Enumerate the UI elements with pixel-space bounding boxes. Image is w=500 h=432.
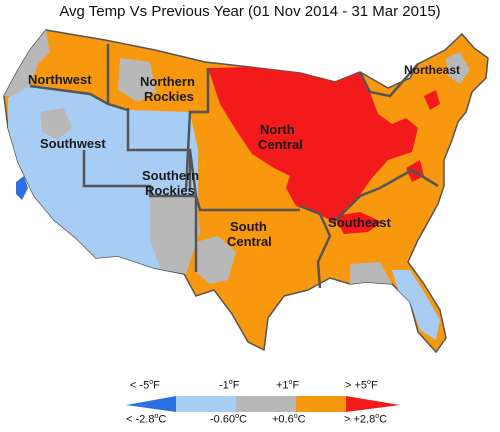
region-borders xyxy=(29,44,439,289)
southeast-much-warmer xyxy=(334,212,382,234)
four-corners-near-normal xyxy=(150,196,200,274)
legend-f-label-4: > +5oF xyxy=(345,379,378,392)
legend-much-colder-swatch xyxy=(126,396,176,412)
legend-f-label-2: -1oF xyxy=(219,379,240,392)
region-label-south-central-2: Central xyxy=(227,234,272,249)
south-near-normal xyxy=(350,262,392,284)
legend-c-label-3: +0.6oC xyxy=(272,413,306,426)
region-label-northern-rockies-1: Northern xyxy=(140,74,195,89)
region-label-southwest: Southwest xyxy=(40,136,106,151)
legend-f-label-3: +1oF xyxy=(276,379,300,392)
region-label-northwest: Northwest xyxy=(28,72,92,87)
region-label-southern-rockies-1: Southern xyxy=(142,168,199,183)
florida-colder-area xyxy=(392,270,440,340)
northeast-much-warmer xyxy=(424,90,440,110)
legend-warmer-swatch xyxy=(296,396,346,412)
california-much-colder-area xyxy=(16,176,28,200)
region-label-northern-rockies-2: Rockies xyxy=(144,89,194,104)
texas-near-normal xyxy=(196,236,236,284)
great-basin-near-normal xyxy=(40,108,72,140)
region-label-northeast: Northeast xyxy=(404,63,460,77)
legend-colder-swatch xyxy=(176,396,236,412)
legend-much-warmer-swatch xyxy=(346,396,400,412)
legend-c-label-2: -0.60oC xyxy=(210,413,247,426)
region-label-southern-rockies-2: Rockies xyxy=(145,183,195,198)
rockies-near-normal xyxy=(118,58,156,102)
north-central-much-warmer xyxy=(208,67,418,222)
pacific-nw-near-normal xyxy=(4,30,50,96)
legend-f-label-1: < -5oF xyxy=(130,379,160,392)
region-label-north-central-2: Central xyxy=(258,137,303,152)
region-label-north-central-1: North xyxy=(260,122,295,137)
legend-bar xyxy=(126,396,400,412)
legend-near-normal-swatch xyxy=(236,396,296,412)
map-title: Avg Temp Vs Previous Year (01 Nov 2014 -… xyxy=(59,3,441,20)
legend-c-label-4: > +2.8oC xyxy=(344,413,388,426)
legend-c-label-1: < -2.8oC xyxy=(126,413,167,426)
northeast-near-normal xyxy=(446,52,470,84)
region-label-southeast: Southeast xyxy=(328,215,392,230)
southern-rockies-colder-area xyxy=(128,110,198,210)
region-label-south-central-1: South xyxy=(230,219,267,234)
